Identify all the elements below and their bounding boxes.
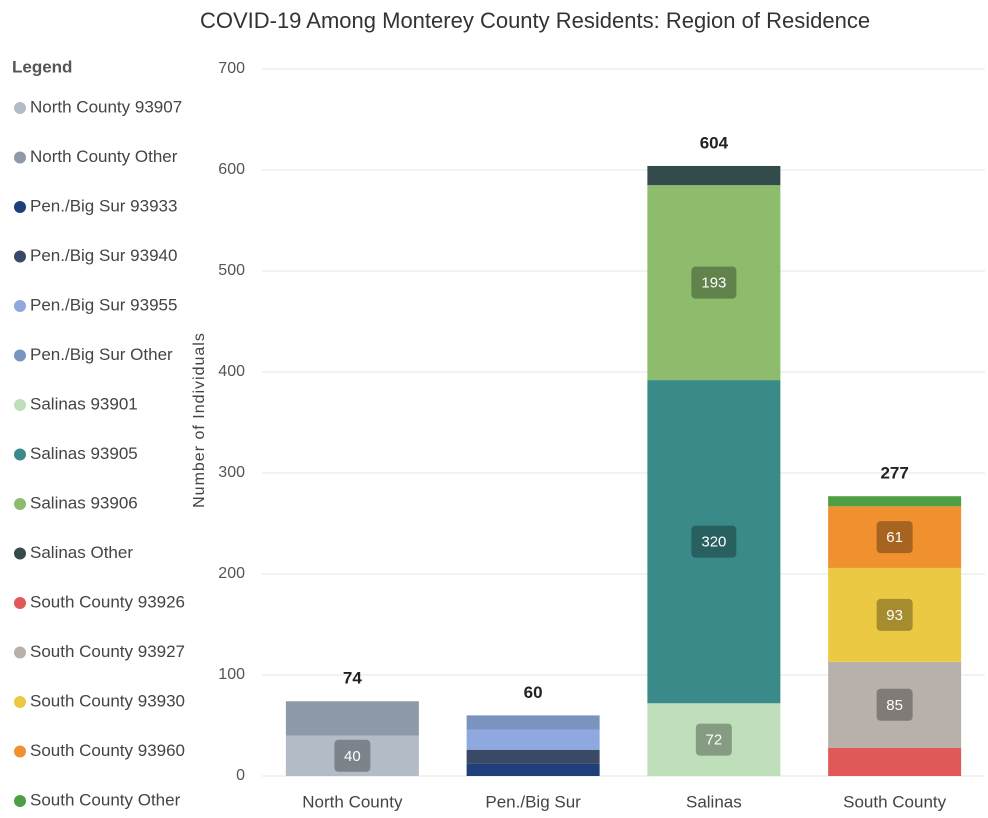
data-label-box [334,739,371,772]
total-label: 604 [700,133,729,152]
total-label: 74 [343,669,362,688]
legend-label: Pen./Big Sur 93940 [30,246,177,265]
bar-segment [466,763,600,776]
data-label: 93 [886,607,903,624]
bar-segment [285,735,419,776]
legend-label: South County 93926 [30,592,185,611]
data-label-box [876,521,913,554]
legend-marker [14,745,26,758]
bar-segment [647,165,781,186]
total-label: 60 [524,683,543,702]
legend-marker [14,399,26,411]
legend-marker [14,151,26,164]
legend-label: South County Other [30,790,181,809]
data-label-box [691,266,737,299]
legend-label: Pen./Big Sur 93933 [30,196,177,215]
y-tick-label: 100 [218,666,245,683]
legend-marker [14,696,26,708]
legend-marker [14,597,26,609]
x-tick-label: Pen./Big Sur [485,792,581,811]
bar-segment [828,496,962,507]
legend-label: Salinas 93906 [30,493,138,512]
bar-segment [828,661,962,748]
legend-marker [14,646,26,659]
data-label-box [691,525,737,558]
bar-segment [466,715,600,730]
data-label-box [876,598,913,631]
legend-label: Salinas 93901 [30,394,138,413]
legend-label: North County 93907 [30,97,182,116]
legend-title: Legend [12,57,72,76]
legend-label: Pen./Big Sur 93955 [30,295,177,314]
data-label: 61 [886,529,903,546]
legend-marker [14,448,26,461]
legend-marker [14,201,26,213]
legend-marker [14,300,26,312]
legend-marker [14,102,26,114]
legend-label: Salinas Other [30,543,133,562]
data-label: 85 [886,697,903,714]
y-tick-label: 400 [218,363,245,380]
legend-label: Pen./Big Sur Other [30,345,173,364]
legend-marker [14,547,26,560]
legend-marker [14,250,26,263]
bar-segment [647,380,781,704]
bar-segment [466,729,600,750]
legend-label: Salinas 93905 [30,444,138,463]
legend-marker [14,795,26,807]
data-label-box [876,688,913,721]
data-label-box [695,723,732,756]
y-tick-label: 0 [236,767,245,784]
legend-label: North County Other [30,147,178,166]
total-label: 277 [880,464,908,483]
x-tick-label: Salinas [686,792,742,811]
y-tick-label: 700 [218,60,245,77]
bar-segment [647,185,781,381]
x-tick-label: North County [302,792,403,811]
data-label: 193 [701,275,726,292]
bar-segment [285,701,419,736]
data-label: 320 [701,534,726,551]
x-tick-label: South County [843,792,947,811]
y-tick-label: 600 [218,161,245,178]
legend-marker [14,349,26,362]
legend-label: South County 93927 [30,642,185,661]
bar-segment [466,749,600,764]
legend-label: South County 93930 [30,691,185,710]
bar-segment [828,747,962,776]
legend-marker [14,498,26,510]
data-label: 40 [344,748,361,765]
data-label: 72 [706,732,723,749]
bar-segment [828,506,962,568]
bar-segment [828,567,962,662]
y-tick-label: 500 [218,262,245,279]
chart-title: COVID-19 Among Monterey County Residents… [200,8,870,33]
y-tick-label: 200 [218,565,245,582]
y-axis-label: Number of Individuals [191,332,208,508]
bar-segment [647,703,781,776]
legend-label: South County 93960 [30,741,185,760]
y-tick-label: 300 [218,464,245,481]
